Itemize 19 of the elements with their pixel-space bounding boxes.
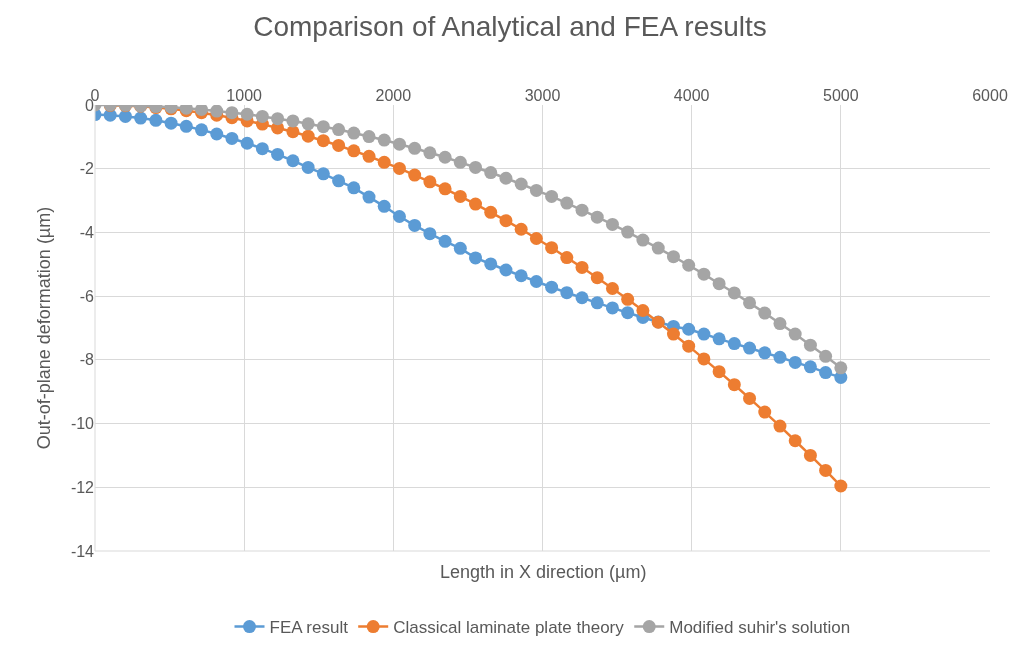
x-tick-label: 2000 xyxy=(375,86,412,104)
x-tick-label: 4000 xyxy=(673,86,710,104)
y-axis-title: Out-of-plane deformation (µm) xyxy=(34,206,55,450)
legend-label: Classical laminate plate theory xyxy=(393,618,625,638)
x-tick-label: 6000 xyxy=(972,86,1008,104)
y-tick-label: -6 xyxy=(79,287,95,305)
x-tick-label: 1000 xyxy=(226,86,263,104)
y-tick-label: -14 xyxy=(70,542,95,560)
x-axis-title: Length in X direction (µm) xyxy=(440,562,647,582)
x-tick-label: 3000 xyxy=(524,86,561,104)
legend-label: Modified suhir's solution xyxy=(669,618,851,638)
y-tick-label: -8 xyxy=(79,351,95,369)
legend-label: FEA result xyxy=(269,618,349,638)
y-tick-label: -2 xyxy=(79,160,95,178)
chart-title: Comparison of Analytical and FEA results xyxy=(253,11,767,43)
y-tick-label: -4 xyxy=(79,224,95,242)
y-tick-label: -12 xyxy=(70,478,95,496)
y-tick-label: -10 xyxy=(70,415,95,433)
x-tick-label: 5000 xyxy=(823,86,859,104)
